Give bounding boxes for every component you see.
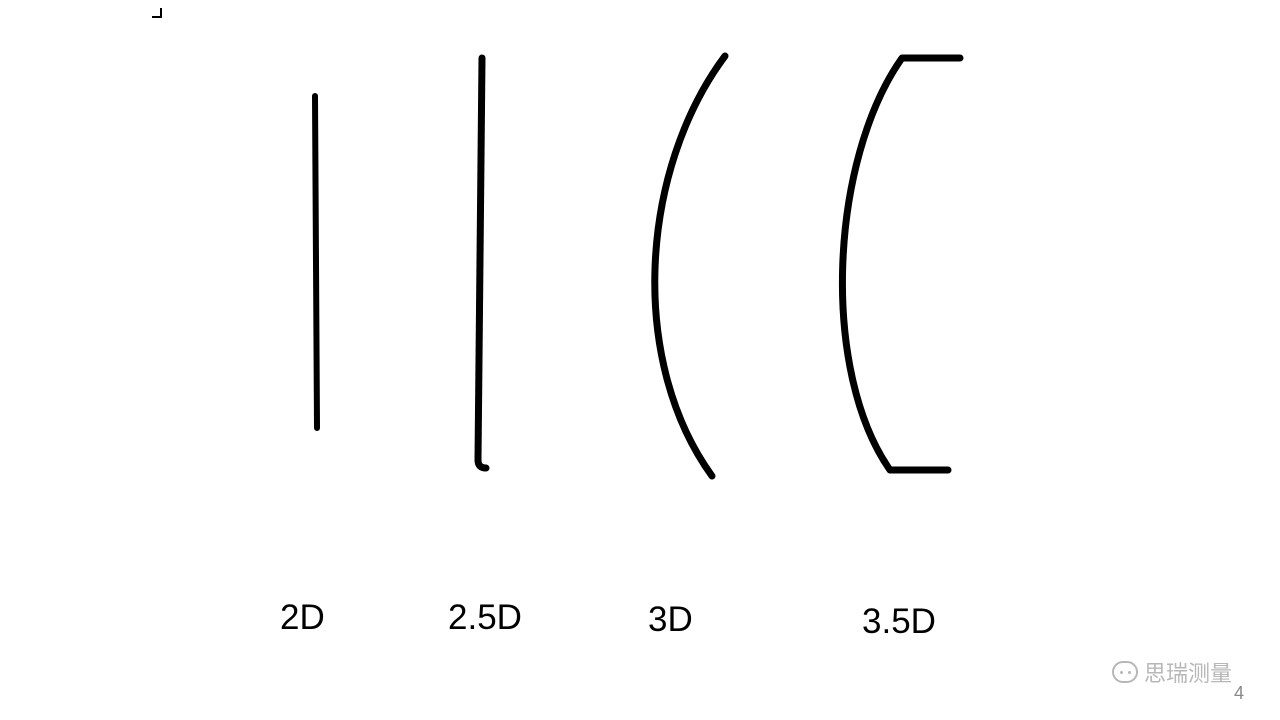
profile-diagram	[0, 0, 1280, 720]
profile-2p5d-label: 2.5D	[448, 598, 522, 638]
page-number: 4	[1234, 683, 1244, 704]
profile-2d-label: 2D	[280, 598, 325, 638]
profile-3d-label: 3D	[648, 600, 693, 640]
profile-2d-stroke	[315, 96, 317, 428]
profile-2p5d-stroke	[478, 58, 486, 468]
profile-3p5d-stroke	[842, 58, 960, 470]
watermark-text: 思瑞测量	[1144, 656, 1232, 688]
wechat-icon	[1112, 661, 1138, 683]
profile-3p5d-label: 3.5D	[862, 602, 936, 642]
profile-3d-stroke	[655, 56, 725, 476]
watermark: 思瑞测量	[1112, 656, 1232, 688]
